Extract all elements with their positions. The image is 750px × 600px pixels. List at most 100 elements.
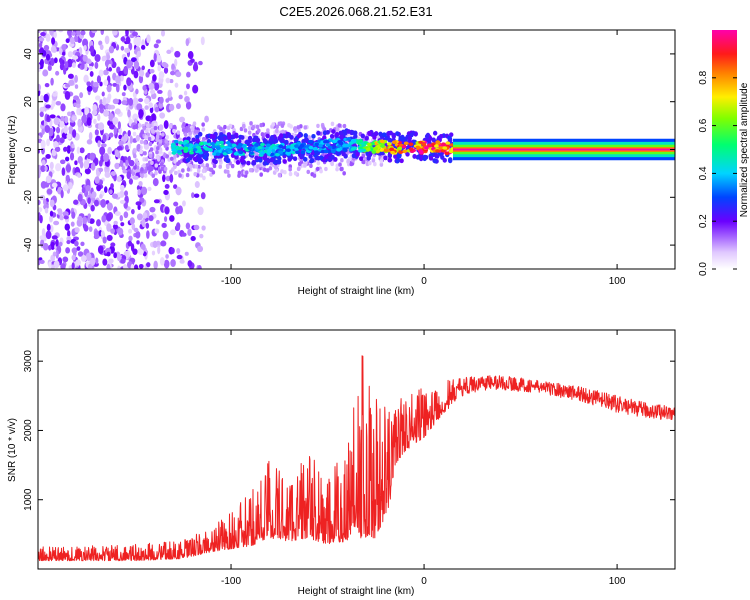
spectrogram-cell (382, 132, 387, 138)
spectrogram-cell (108, 258, 114, 264)
spectrogram-cell (351, 139, 357, 143)
spectrogram-cell (242, 123, 246, 129)
spectrogram-cell (145, 222, 150, 229)
spectrogram-cell (129, 217, 135, 225)
spectrogram-x-tick-label: 100 (609, 276, 626, 287)
spectrogram-cell (98, 40, 103, 46)
spectrogram-cell (94, 54, 101, 63)
spectrogram-cell (49, 215, 53, 223)
spectrogram-cell (336, 150, 342, 156)
spectrogram-cell (292, 156, 298, 162)
spectrogram-cell (388, 138, 393, 143)
spectrogram-cell (366, 155, 371, 161)
spectrogram-cell (144, 135, 148, 140)
spectrogram-cell (197, 148, 203, 153)
spectrogram-cell (195, 138, 200, 144)
spectrogram-cell (153, 199, 160, 204)
spectrogram-cell (240, 155, 245, 161)
spectrogram-cell (262, 167, 267, 172)
spectrogram-cell (71, 211, 76, 219)
spectrogram-cell (140, 44, 146, 50)
spectrogram-cell (447, 158, 453, 164)
spectrogram-cell (101, 56, 106, 62)
spectrogram-cell (147, 136, 152, 142)
spectrogram-cell (161, 132, 165, 137)
spectrogram-cell (359, 156, 364, 162)
spectrogram-cell (178, 94, 183, 100)
spectrogram-cell (71, 247, 78, 254)
spectrogram-cell (94, 61, 99, 69)
spectrogram-cell (201, 122, 205, 127)
spectrogram-cell (77, 215, 83, 222)
spectrogram-cell (309, 163, 313, 169)
spectrogram-cell (241, 139, 245, 144)
spectrogram-cell (40, 165, 46, 173)
spectrogram-cell (67, 51, 73, 58)
spectrogram-cell (53, 117, 60, 126)
spectrogram-cell (114, 149, 120, 158)
spectrogram-cell (115, 83, 120, 93)
spectrogram-cell (278, 144, 284, 149)
spectrogram-cell (85, 252, 92, 262)
spectrogram-cell (155, 146, 160, 151)
spectrogram-cell (162, 174, 166, 183)
spectrogram-cell (249, 121, 253, 126)
spectrogram-cell (89, 65, 93, 71)
spectrogram-cell (397, 153, 402, 159)
spectrogram-cell (43, 93, 49, 103)
spectrogram-cell (372, 147, 378, 151)
spectrogram-cell (155, 134, 160, 140)
spectrogram-cell (367, 130, 372, 136)
spectrogram-cell (401, 145, 407, 149)
spectrogram-cell (66, 236, 72, 242)
spectrogram-cell (55, 70, 60, 76)
spectrogram-cell (53, 220, 60, 226)
spectrogram-cell (98, 122, 105, 131)
spectrogram-cell (152, 177, 159, 187)
spectrogram-cell (169, 79, 174, 84)
spectrogram-cell (378, 131, 383, 137)
spectrogram-cell (125, 30, 129, 37)
spectrogram-cell (94, 129, 99, 136)
spectrogram-cell (100, 30, 104, 36)
spectrogram-cell (90, 162, 96, 171)
spectrogram-cell (211, 145, 217, 149)
spectrogram-cell (334, 132, 340, 137)
spectrogram-y-tick-label: 0 (23, 146, 34, 152)
spectrogram-cell (133, 148, 137, 153)
spectrogram-cell (122, 169, 128, 174)
spectrogram-cell (45, 53, 51, 61)
spectrogram-cell (64, 223, 70, 231)
spectrogram-cell (212, 163, 217, 169)
spectrogram-cell (144, 105, 149, 110)
spectrogram-cell (66, 133, 72, 140)
spectrogram-cell (115, 75, 121, 84)
spectrogram-cell (192, 84, 199, 94)
spectrogram-cell (151, 113, 156, 123)
spectrogram-cell (144, 97, 150, 105)
spectrogram-cell (163, 189, 169, 196)
spectrogram-cell (158, 149, 163, 154)
spectrogram-cell (65, 164, 72, 173)
spectrogram-cell (77, 251, 84, 257)
spectrogram-cell (86, 139, 93, 145)
spectrogram-cell (45, 175, 52, 184)
spectrogram-cell (190, 235, 196, 242)
spectrogram-cell (91, 109, 98, 116)
spectrogram-cell (342, 143, 347, 148)
spectrogram-cell (112, 82, 118, 87)
spectrogram-cell (67, 230, 71, 237)
spectrogram-cell (49, 114, 56, 119)
spectrogram-cell (120, 222, 125, 227)
spectrogram-cell (171, 148, 177, 152)
spectrogram-cell (236, 145, 242, 149)
spectrogram-cell (184, 143, 190, 148)
spectrogram-cell (421, 142, 427, 147)
spectrogram-cell (130, 208, 135, 215)
spectrogram-cell (183, 132, 188, 137)
spectrogram-cell (71, 143, 75, 149)
spectrogram-cell (166, 49, 172, 55)
spectrogram-cell (201, 168, 206, 174)
spectrogram-cell (69, 152, 75, 161)
spectrogram-cell (346, 129, 351, 134)
